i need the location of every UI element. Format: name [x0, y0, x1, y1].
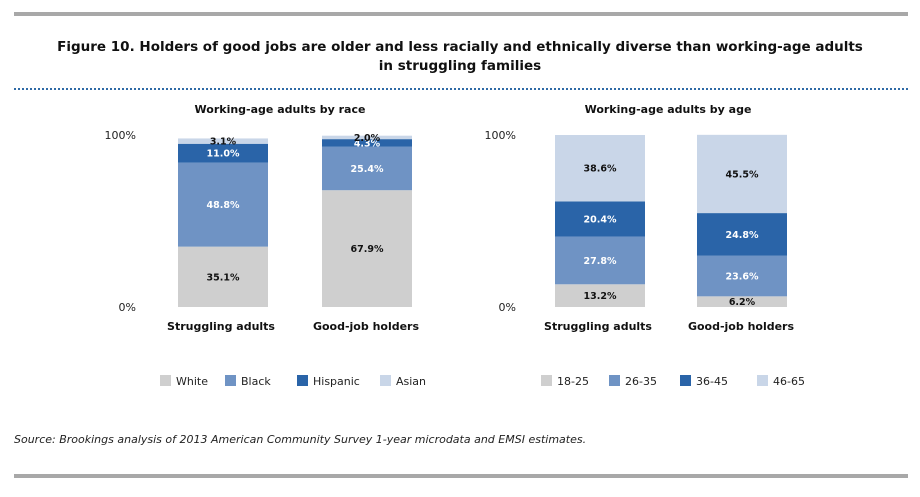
category-label: Struggling adults — [544, 320, 652, 333]
y-tick-0: 0% — [499, 301, 516, 314]
bar-segment-white — [178, 246, 268, 307]
legend-label: 46-65 — [773, 375, 805, 388]
legend-swatch-white — [160, 375, 171, 386]
legend-label: Hispanic — [313, 375, 360, 388]
bar-segment-hispanic — [178, 143, 268, 163]
data-label: 13.2% — [584, 291, 617, 302]
figure-title-line1: Figure 10. Holders of good jobs are olde… — [57, 39, 863, 55]
bar-segment-26-35 — [555, 236, 645, 285]
legend-label: Asian — [396, 375, 426, 388]
data-label: 38.6% — [584, 164, 617, 175]
y-tick-100: 100% — [485, 129, 516, 142]
legend-swatch-asian — [380, 375, 391, 386]
bar-segment-36-45 — [555, 201, 645, 237]
bar-segment-36-45 — [697, 213, 787, 256]
top-rule — [14, 12, 908, 16]
data-label: 67.9% — [351, 244, 384, 255]
data-label: 6.2% — [729, 297, 756, 308]
bar-segment-black — [178, 162, 268, 247]
legend-swatch-18-25 — [541, 375, 552, 386]
data-label: 2.0% — [354, 133, 381, 144]
bar-segment-black — [322, 146, 412, 191]
chart-0-title: Working-age adults by race — [195, 103, 366, 116]
data-label: 20.4% — [584, 214, 617, 225]
legend-swatch-black — [225, 375, 236, 386]
figure-title: Figure 10. Holders of good jobs are olde… — [0, 38, 920, 76]
category-label: Good-job holders — [688, 320, 795, 333]
legend-label: 18-25 — [557, 375, 589, 388]
bar-segment-26-35 — [697, 255, 787, 297]
source-note: Source: Brookings analysis of 2013 Ameri… — [14, 433, 587, 446]
category-label: Good-job holders — [313, 320, 420, 333]
data-label: 24.8% — [726, 230, 759, 241]
data-label: 23.6% — [726, 272, 759, 283]
bar-segment-asian — [178, 138, 268, 144]
legend-label: White — [176, 375, 208, 388]
bottom-rule — [14, 474, 908, 478]
bar-segment-46-65 — [697, 134, 787, 214]
legend-swatch-46-65 — [757, 375, 768, 386]
bar-segment-46-65 — [555, 135, 645, 202]
data-label: 35.1% — [207, 272, 240, 283]
data-label: 4.3% — [354, 138, 381, 149]
data-label: 48.8% — [207, 200, 240, 211]
bar-segment-white — [322, 190, 412, 307]
legend-swatch-hispanic — [297, 375, 308, 386]
category-label: Struggling adults — [167, 320, 275, 333]
dotted-divider — [14, 88, 908, 90]
bar-segment-18-25 — [697, 296, 787, 307]
legend-label: 26-35 — [625, 375, 657, 388]
data-label: 45.5% — [726, 169, 759, 180]
bar-segment-hispanic — [322, 139, 412, 147]
y-tick-0: 0% — [119, 301, 136, 314]
data-label: 11.0% — [207, 149, 240, 160]
data-label: 3.1% — [210, 137, 237, 148]
chart-1-title: Working-age adults by age — [585, 103, 752, 116]
legend-label: Black — [241, 375, 271, 388]
legend-swatch-36-45 — [680, 375, 691, 386]
legend-label: 36-45 — [696, 375, 728, 388]
bar-segment-18-25 — [555, 284, 645, 307]
data-label: 27.8% — [584, 256, 617, 267]
figure-title-line2: in struggling families — [378, 58, 542, 74]
legend-swatch-26-35 — [609, 375, 620, 386]
y-tick-100: 100% — [105, 129, 136, 142]
data-label: 25.4% — [351, 164, 384, 175]
bar-segment-asian — [322, 135, 412, 140]
